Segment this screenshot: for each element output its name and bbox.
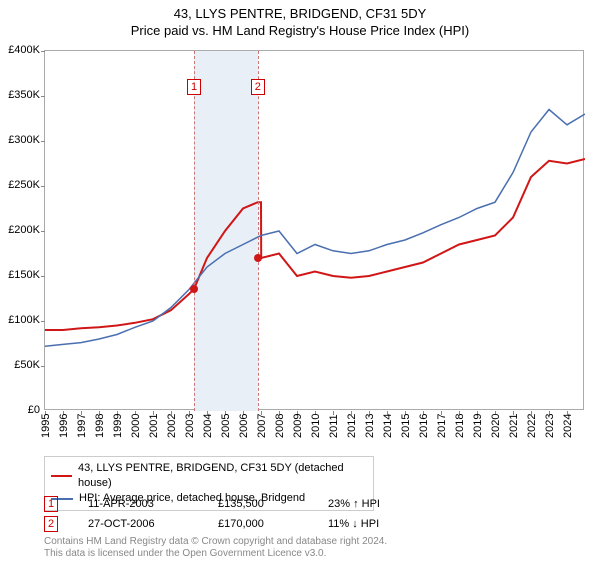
sale-delta: 11% ↓ HPI bbox=[328, 518, 379, 530]
x-tick-label: 2000 bbox=[130, 414, 142, 438]
y-tick-mark bbox=[41, 321, 45, 322]
y-tick-label: £300K bbox=[8, 134, 40, 146]
chart: 12 bbox=[44, 50, 584, 410]
x-tick-label: 2005 bbox=[220, 414, 232, 438]
plot-area: 12 bbox=[44, 50, 584, 410]
x-tick-label: 2016 bbox=[418, 414, 430, 438]
page-subtitle: Price paid vs. HM Land Registry's House … bbox=[0, 23, 600, 38]
y-tick-mark bbox=[41, 276, 45, 277]
y-tick-label: £100K bbox=[8, 314, 40, 326]
x-tick-label: 2024 bbox=[562, 414, 574, 438]
x-tick-label: 1996 bbox=[58, 414, 70, 438]
sale-row-marker: 2 bbox=[44, 516, 58, 532]
x-tick-label: 2008 bbox=[274, 414, 286, 438]
sale-delta: 23% ↑ HPI bbox=[328, 498, 380, 510]
y-tick-mark bbox=[41, 51, 45, 52]
x-tick-label: 2001 bbox=[148, 414, 160, 438]
y-tick-label: £50K bbox=[14, 359, 40, 371]
x-tick-label: 2018 bbox=[454, 414, 466, 438]
band-edge bbox=[258, 51, 259, 411]
x-tick-label: 2006 bbox=[238, 414, 250, 438]
x-tick-label: 1995 bbox=[40, 414, 52, 438]
y-tick-label: £350K bbox=[8, 89, 40, 101]
y-tick-label: £250K bbox=[8, 179, 40, 191]
y-tick-label: £0 bbox=[28, 404, 40, 416]
footer-line2: This data is licensed under the Open Gov… bbox=[44, 548, 584, 560]
sale-marker-1: 1 bbox=[187, 79, 201, 95]
band-edge bbox=[194, 51, 195, 411]
x-tick-label: 2017 bbox=[436, 414, 448, 438]
footer-line1: Contains HM Land Registry data © Crown c… bbox=[44, 536, 584, 548]
x-axis: 1995199619971998199920002001200220032004… bbox=[44, 410, 584, 460]
x-tick-label: 2019 bbox=[472, 414, 484, 438]
sale-row-marker: 1 bbox=[44, 496, 58, 512]
sale-marker-2: 2 bbox=[251, 79, 265, 95]
x-tick-label: 2010 bbox=[310, 414, 322, 438]
x-tick-label: 2021 bbox=[508, 414, 520, 438]
legend-swatch bbox=[51, 475, 72, 477]
sale-date: 27-OCT-2006 bbox=[88, 518, 188, 530]
footer: Contains HM Land Registry data © Crown c… bbox=[44, 536, 584, 560]
x-tick-label: 2003 bbox=[184, 414, 196, 438]
page-title: 43, LLYS PENTRE, BRIDGEND, CF31 5DY bbox=[0, 6, 600, 21]
y-tick-mark bbox=[41, 366, 45, 367]
y-tick-label: £400K bbox=[8, 44, 40, 56]
sale-row: 1 11-APR-2003 £135,500 23% ↑ HPI bbox=[44, 496, 584, 512]
x-tick-label: 1998 bbox=[94, 414, 106, 438]
legend-item: 43, LLYS PENTRE, BRIDGEND, CF31 5DY (det… bbox=[51, 461, 367, 491]
y-tick-mark bbox=[41, 231, 45, 232]
sale-date: 11-APR-2003 bbox=[88, 498, 188, 510]
x-tick-label: 2023 bbox=[544, 414, 556, 438]
sale-row: 2 27-OCT-2006 £170,000 11% ↓ HPI bbox=[44, 516, 584, 532]
legend-label: 43, LLYS PENTRE, BRIDGEND, CF31 5DY (det… bbox=[78, 461, 367, 491]
sale-point-1 bbox=[190, 285, 198, 293]
sales-table: 1 11-APR-2003 £135,500 23% ↑ HPI 2 27-OCT-200… bbox=[44, 496, 584, 536]
x-tick-label: 2004 bbox=[202, 414, 214, 438]
sale-point-2 bbox=[254, 254, 262, 262]
x-tick-label: 2022 bbox=[526, 414, 538, 438]
y-axis: £0£50K£100K£150K£200K£250K£300K£350K£400… bbox=[0, 50, 44, 410]
x-tick-label: 2007 bbox=[256, 414, 268, 438]
x-tick-label: 2015 bbox=[400, 414, 412, 438]
y-tick-label: £200K bbox=[8, 224, 40, 236]
y-tick-label: £150K bbox=[8, 269, 40, 281]
x-tick-label: 2020 bbox=[490, 414, 502, 438]
x-tick-label: 2013 bbox=[364, 414, 376, 438]
x-tick-label: 1999 bbox=[112, 414, 124, 438]
y-tick-mark bbox=[41, 96, 45, 97]
x-tick-label: 2014 bbox=[382, 414, 394, 438]
y-tick-mark bbox=[41, 141, 45, 142]
x-tick-label: 2011 bbox=[328, 414, 340, 438]
x-tick-label: 2012 bbox=[346, 414, 358, 438]
x-tick-label: 1997 bbox=[76, 414, 88, 438]
sale-price: £170,000 bbox=[218, 518, 298, 530]
x-tick-label: 2002 bbox=[166, 414, 178, 438]
x-tick-label: 2009 bbox=[292, 414, 304, 438]
y-tick-mark bbox=[41, 186, 45, 187]
sale-price: £135,500 bbox=[218, 498, 298, 510]
